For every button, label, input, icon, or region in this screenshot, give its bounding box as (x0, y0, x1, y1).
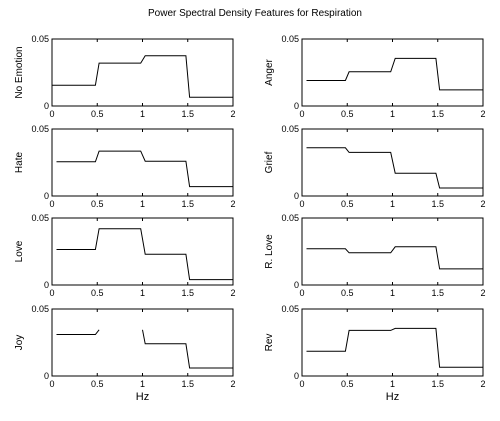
axes-frame (51, 128, 234, 197)
data-line (56, 329, 100, 335)
subplot-panel: 0 0.5 1 1.5 2 0 0.05 Joy Hz (14, 304, 236, 403)
data-line (306, 246, 483, 270)
x-tick-label: 1.5 (431, 288, 444, 298)
x-tick-label: 0 (299, 379, 304, 389)
y-tick-label: 0 (294, 280, 299, 290)
y-tick-label: 0.05 (31, 213, 49, 223)
x-tick-label: 2 (480, 109, 485, 119)
x-tick-label: 2 (230, 199, 235, 209)
axes-frame (301, 38, 484, 107)
y-tick-label: 0.05 (281, 34, 299, 44)
data-line (306, 57, 483, 91)
x-tick-label: 1.5 (181, 288, 194, 298)
y-tick-label: 0 (44, 280, 49, 290)
x-tick-label: 2 (230, 288, 235, 298)
x-tick-label: 0.5 (341, 288, 354, 298)
y-tick-label: 0.05 (281, 124, 299, 134)
x-tick-label: 1.5 (181, 199, 194, 209)
subplot-panel: 0 0.5 1 1.5 2 0 0.05 R. Love (264, 213, 486, 298)
x-tick-label: 0.5 (341, 379, 354, 389)
y-axis-label: Hate (14, 152, 25, 174)
y-tick-label: 0 (294, 191, 299, 201)
x-tick-label: 0 (49, 288, 54, 298)
axes-frame (51, 38, 234, 107)
y-axis-label: Grief (264, 151, 275, 173)
y-axis-label: No Emotion (14, 46, 25, 98)
x-tick-label: 1 (390, 379, 395, 389)
axes-frame (51, 308, 234, 377)
x-tick-label: 0 (49, 199, 54, 209)
x-tick-label: 1 (140, 288, 145, 298)
data-line (56, 150, 233, 188)
y-tick-label: 0 (294, 371, 299, 381)
subplot-panel: 0 0.5 1 1.5 2 0 0.05 No Emotion (14, 34, 236, 119)
subplot-panel: 0 0.5 1 1.5 2 0 0.05 Grief (264, 124, 486, 209)
subplot-panel: 0 0.5 1 1.5 2 0 0.05 Anger (264, 34, 486, 119)
data-line (142, 329, 233, 369)
y-axis-label: Love (14, 240, 25, 262)
y-axis-label: R. Love (264, 234, 275, 269)
axes-frame (301, 217, 484, 286)
x-tick-label: 0 (299, 199, 304, 209)
x-tick-label: 0 (49, 109, 54, 119)
y-axis-label: Anger (264, 58, 275, 85)
x-tick-label: 2 (480, 379, 485, 389)
x-tick-label: 2 (230, 379, 235, 389)
y-axis-label: Rev (264, 334, 275, 352)
x-tick-label: 2 (480, 288, 485, 298)
x-tick-label: 1.5 (431, 109, 444, 119)
y-tick-label: 0 (44, 191, 49, 201)
data-line (306, 147, 483, 189)
x-tick-label: 1.5 (181, 109, 194, 119)
x-axis-label: Hz (136, 391, 149, 403)
x-tick-label: 1 (140, 109, 145, 119)
x-tick-label: 1 (140, 379, 145, 389)
data-line (56, 228, 233, 281)
x-tick-label: 0.5 (91, 109, 104, 119)
y-tick-label: 0.05 (281, 304, 299, 314)
x-tick-label: 0.5 (91, 199, 104, 209)
y-tick-label: 0.05 (31, 124, 49, 134)
x-tick-label: 0 (299, 288, 304, 298)
x-tick-label: 1.5 (181, 379, 194, 389)
x-tick-label: 0.5 (91, 379, 104, 389)
axes-frame (301, 308, 484, 377)
x-axis-label: Hz (386, 391, 399, 403)
y-axis-label: Joy (14, 335, 25, 351)
x-tick-label: 0 (49, 379, 54, 389)
x-tick-label: 0.5 (341, 109, 354, 119)
y-tick-label: 0 (294, 101, 299, 111)
subplot-panel: 0 0.5 1 1.5 2 0 0.05 Rev Hz (264, 304, 486, 403)
y-tick-label: 0.05 (281, 213, 299, 223)
chart-title: Power Spectral Density Features for Resp… (148, 8, 362, 19)
x-tick-label: 1 (390, 109, 395, 119)
x-tick-label: 2 (230, 109, 235, 119)
data-line (306, 327, 483, 368)
x-tick-label: 0 (299, 109, 304, 119)
x-tick-label: 1 (390, 199, 395, 209)
y-tick-label: 0 (44, 101, 49, 111)
subplot-panel: 0 0.5 1 1.5 2 0 0.05 Hate (14, 124, 236, 209)
x-tick-label: 0.5 (341, 199, 354, 209)
x-tick-label: 1.5 (431, 379, 444, 389)
y-tick-label: 0.05 (31, 34, 49, 44)
y-tick-label: 0 (44, 371, 49, 381)
subplot-panel: 0 0.5 1 1.5 2 0 0.05 Love (14, 213, 236, 298)
y-tick-label: 0.05 (31, 304, 49, 314)
data-line (52, 55, 233, 98)
x-tick-label: 2 (480, 199, 485, 209)
x-tick-label: 1 (140, 199, 145, 209)
x-tick-label: 1.5 (431, 199, 444, 209)
x-tick-label: 0.5 (91, 288, 104, 298)
axes-frame (51, 217, 234, 286)
x-tick-label: 1 (390, 288, 395, 298)
